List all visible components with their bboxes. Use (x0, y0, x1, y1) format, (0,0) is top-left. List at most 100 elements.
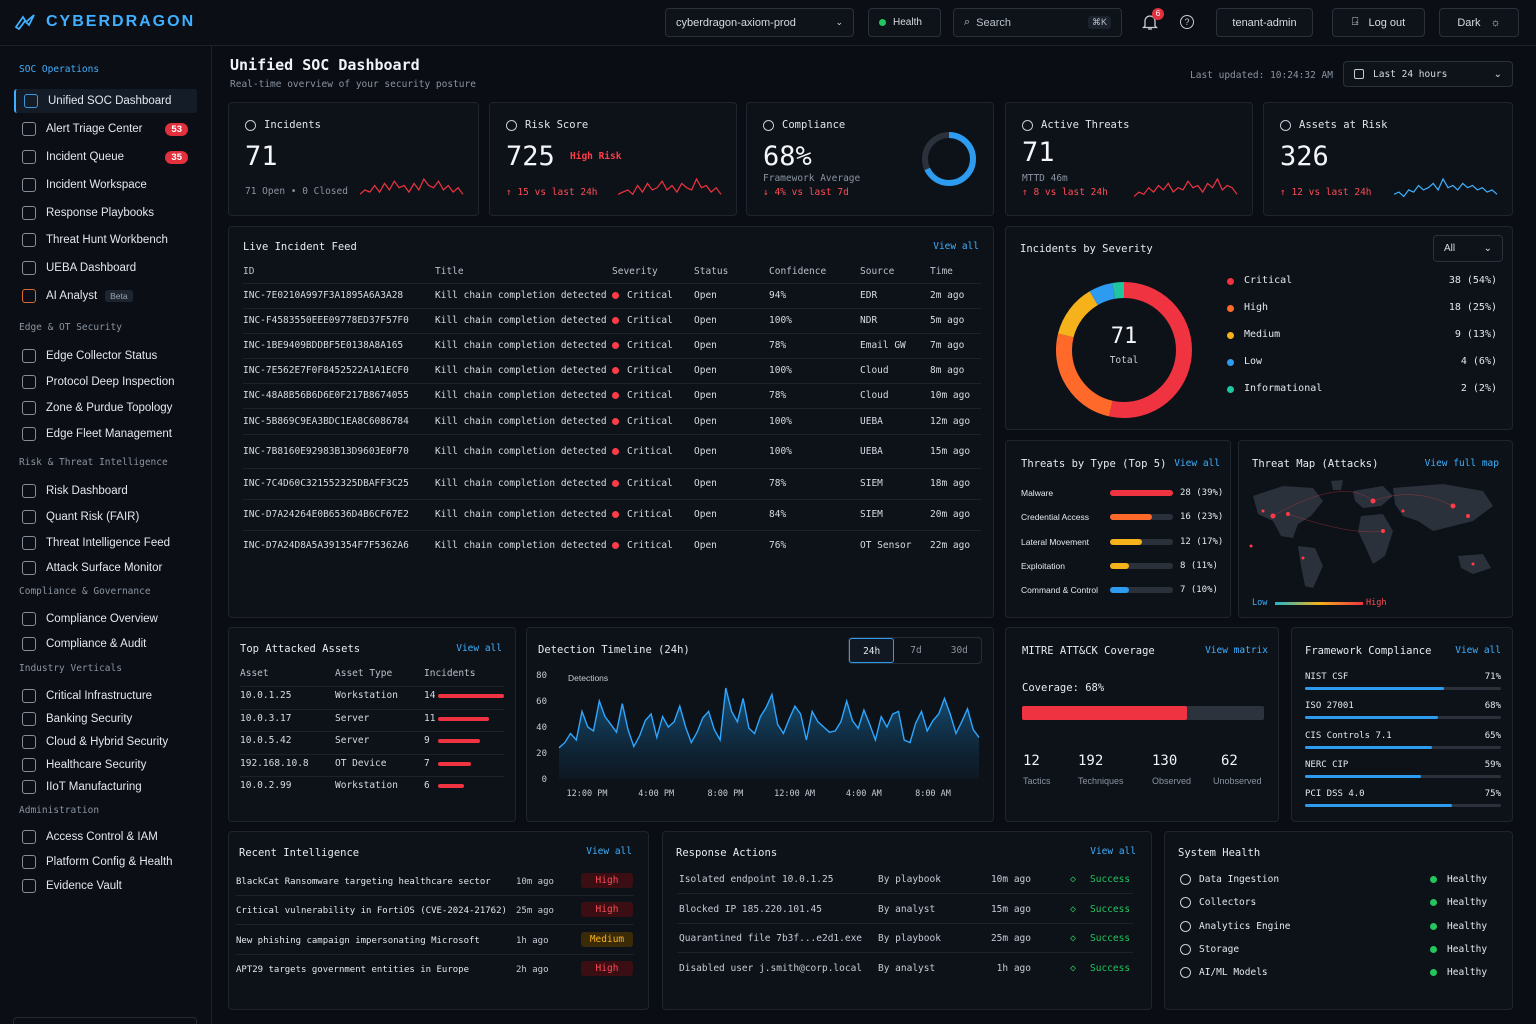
user-menu[interactable]: tenant-admin (1216, 8, 1313, 37)
sidebar-item-threat-hunt-workbench[interactable]: Threat Hunt Workbench (14, 228, 197, 252)
sidebar-item-iiot-manufacturing[interactable]: IIoT Manufacturing (14, 775, 197, 799)
sidebar-item-incident-queue[interactable]: Incident Queue 35 (14, 145, 197, 169)
column-header[interactable]: Incidents (424, 668, 476, 679)
sidebar-item-access-control-iam[interactable]: Access Control & IAM (14, 825, 197, 849)
column-header[interactable]: Asset Type (335, 668, 393, 679)
severity-filter[interactable]: All ⌄ (1433, 235, 1503, 262)
health-button[interactable]: Health (868, 8, 941, 37)
sidebar-item-critical-infrastructure[interactable]: Critical Infrastructure (14, 684, 197, 708)
donut-slice-informational[interactable] (1056, 282, 1192, 418)
table-row[interactable]: INC-7C4D60C321552325DBAFF3C25 Kill chain … (243, 467, 981, 499)
sidebar-item-alert-triage-center[interactable]: Alert Triage Center 53 (14, 117, 197, 141)
sidebar-item-edge-collector-status[interactable]: Edge Collector Status (14, 344, 197, 368)
mitre-stat-value: 130 (1152, 753, 1178, 769)
timeline-tab-24h[interactable]: 24h (849, 638, 895, 663)
assets-view-all[interactable]: View all (456, 643, 502, 654)
legend-dot (1227, 305, 1234, 312)
column-header[interactable]: Confidence (769, 266, 827, 278)
sidebar-item-threat-intelligence-feed[interactable]: Threat Intelligence Feed (14, 531, 197, 555)
actions-view-all[interactable]: View all (1090, 846, 1136, 857)
framework-label[interactable]: ISO 27001 (1305, 701, 1354, 712)
table-row[interactable]: INC-7E0210A997F3A1895A6A3A28 Kill chain c… (243, 282, 981, 308)
frameworks-view-all[interactable]: View all (1455, 645, 1501, 656)
table-cell: 78% (769, 467, 860, 499)
kpi-card-active-threats[interactable]: Active Threats 71 MTTD 46m ↑ 8 vs last 24h (1005, 102, 1253, 216)
sidebar-item-cloud-hybrid-security[interactable]: Cloud & Hybrid Security (14, 730, 197, 754)
column-header[interactable]: Severity (612, 266, 658, 278)
world-map[interactable] (1243, 476, 1509, 596)
intel-view-all[interactable]: View all (586, 846, 632, 857)
sidebar-item-compliance-audit[interactable]: Compliance & Audit (14, 632, 197, 656)
sidebar-item-banking-security[interactable]: Banking Security (14, 707, 197, 731)
sidebar-item-ueba-dashboard[interactable]: UEBA Dashboard (14, 256, 197, 280)
table-row[interactable]: INC-7E562E7F0F8452522A1A1ECF0 Kill chain … (243, 357, 981, 383)
environment-select[interactable]: cyberdragon-axiom-prod ⌄ (665, 8, 854, 37)
sidebar-item-response-playbooks[interactable]: Response Playbooks (14, 201, 197, 225)
table-row[interactable]: INC-D7A24264E0B6536D4B6CF67E2 Kill chain … (243, 498, 981, 530)
action-description[interactable]: Blocked IP 185.220.101.45 (679, 903, 822, 915)
intel-item-text[interactable]: BlackCat Ransomware targeting healthcare… (236, 877, 491, 887)
sidebar-item-healthcare-security[interactable]: Healthcare Security (14, 753, 197, 777)
kpi-card-compliance[interactable]: Compliance 68% Framework Average ↓ 4% vs la… (746, 102, 994, 216)
time-range-select[interactable]: Last 24 hours ⌄ (1343, 61, 1513, 87)
table-cell: Critical (612, 407, 694, 434)
sidebar-item-quant-risk-fair-[interactable]: Quant Risk (FAIR) (14, 505, 197, 529)
table-row[interactable]: INC-5B869C9EA3BDC1EA8C6086784 Kill chain … (243, 407, 981, 434)
timeline-tab-7d[interactable]: 7d (910, 645, 922, 656)
action-description[interactable]: Isolated endpoint 10.0.1.25 (679, 874, 834, 885)
intel-item-text[interactable]: New phishing campaign impersonating Micr… (236, 935, 480, 946)
notification-button[interactable]: 6 (1141, 8, 1164, 34)
table-row[interactable]: INC-D7A24D8A5A391354F7F5362A6 Kill chain … (243, 529, 981, 560)
table-row[interactable]: INC-48A8B56B6D6E0F217B8674055 Kill chain … (243, 382, 981, 408)
asset-ip[interactable]: 10.0.2.99 (240, 780, 292, 792)
collapse-sidebar-button[interactable]: Collapse198ms (13, 1017, 197, 1024)
donut-slice-high[interactable] (1056, 282, 1192, 418)
sidebar-item-protocol-deep-inspection[interactable]: Protocol Deep Inspection (14, 370, 197, 394)
framework-label[interactable]: CIS Controls 7.1 (1305, 730, 1392, 741)
sidebar-item-evidence-vault[interactable]: Evidence Vault (14, 874, 197, 898)
sidebar-item-ai-analyst[interactable]: AI Analyst Beta (14, 284, 197, 308)
help-icon[interactable]: ? (1180, 15, 1194, 29)
action-description[interactable]: Quarantined file 7b3f...e2d1.exe (679, 933, 863, 945)
kpi-card-risk-score[interactable]: Risk Score 725 High Risk ↑ 15 vs last 24h (489, 102, 737, 216)
action-description[interactable]: Disabled user j.smith@corp.local (679, 962, 863, 974)
table-row[interactable]: INC-1BE9409BDDBF5E0138A8A165 Kill chain c… (243, 332, 981, 358)
table-row[interactable]: INC-F4583550EEE09778ED37F57F0 Kill chain … (243, 307, 981, 333)
sidebar-item-risk-dashboard[interactable]: Risk Dashboard (14, 479, 197, 503)
logout-button[interactable]: ⍈ Log out (1332, 8, 1425, 37)
threat-map-view-full[interactable]: View full map (1424, 458, 1499, 469)
feed-view-all-link[interactable]: View all (933, 241, 979, 252)
brand-logo[interactable]: CYBERDRAGON (14, 13, 195, 31)
column-header[interactable]: Status (694, 266, 729, 278)
timeline-tab-30d[interactable]: 30d (950, 645, 968, 656)
column-header[interactable]: Asset (240, 668, 269, 679)
intel-item-text[interactable]: APT29 targets government entities in Eur… (236, 964, 469, 975)
sidebar-item-compliance-overview[interactable]: Compliance Overview (14, 607, 197, 631)
asset-ip[interactable]: 10.0.5.42 (240, 735, 292, 747)
mitre-view-matrix[interactable]: View matrix (1205, 645, 1268, 656)
kpi-card-incidents[interactable]: Incidents 71 71 Open • 0 Closed (228, 102, 479, 216)
kpi-card-assets-at-risk[interactable]: Assets at Risk 326 ↑ 12 vs last 24h (1263, 102, 1513, 216)
framework-label[interactable]: PCI DSS 4.0 (1305, 789, 1365, 800)
column-header[interactable]: ID (243, 266, 255, 278)
sidebar-item-platform-config-health[interactable]: Platform Config & Health (14, 850, 197, 874)
threat-types-view-all[interactable]: View all (1174, 458, 1220, 469)
framework-label[interactable]: NIST CSF (1305, 672, 1349, 682)
asset-ip[interactable]: 10.0.1.25 (240, 690, 292, 701)
sidebar-item-unified-soc-dashboard[interactable]: Unified SOC Dashboard (14, 89, 197, 113)
table-row[interactable]: INC-7B8160E92983B13D9603E0F70 Kill chain … (243, 433, 981, 468)
column-header[interactable]: Title (435, 266, 464, 278)
search-input[interactable]: ⌕ Search ⌘K (953, 8, 1122, 37)
theme-toggle[interactable]: Dark ☼ (1439, 8, 1519, 37)
intel-item-text[interactable]: Critical vulnerability in FortiOS (CVE-2… (236, 906, 507, 917)
check-circle-icon: ◇ (1070, 933, 1077, 945)
asset-ip[interactable]: 10.0.3.17 (240, 712, 292, 724)
framework-label[interactable]: NERC CIP (1305, 759, 1349, 770)
sidebar-item-incident-workspace[interactable]: Incident Workspace (14, 173, 197, 197)
column-header[interactable]: Source (860, 266, 895, 278)
sidebar-item-attack-surface-monitor[interactable]: Attack Surface Monitor (14, 556, 197, 580)
asset-ip[interactable]: 192.168.10.8 (240, 757, 309, 769)
sidebar-item-zone-purdue-topology[interactable]: Zone & Purdue Topology (14, 396, 197, 420)
column-header[interactable]: Time (930, 266, 953, 278)
sidebar-item-edge-fleet-management[interactable]: Edge Fleet Management (14, 422, 197, 446)
